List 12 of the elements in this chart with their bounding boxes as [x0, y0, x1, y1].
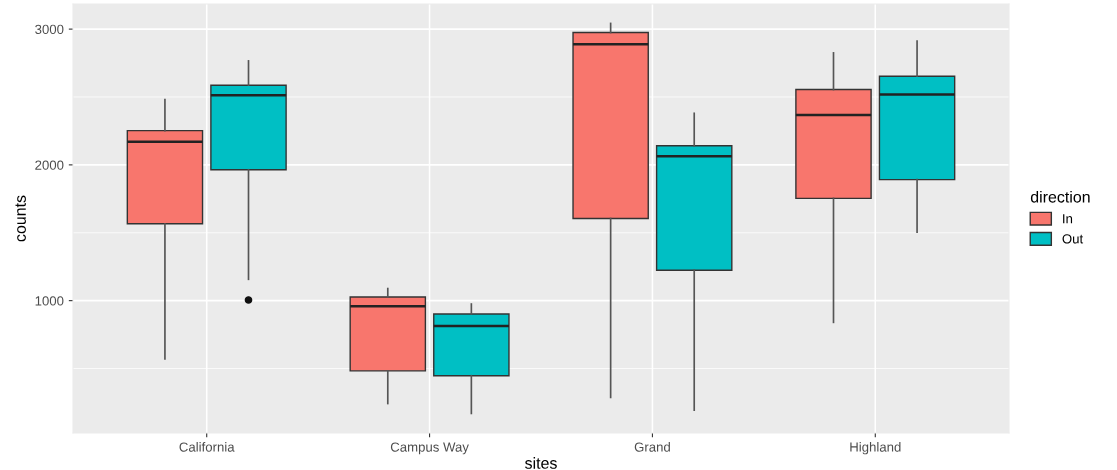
y-tick-label: 3000 [35, 24, 64, 35]
x-tick-label: Campus Way [390, 442, 469, 455]
legend-label: Out [1062, 234, 1084, 244]
legend-title: direction [1030, 190, 1090, 203]
y-tick-label: 2000 [35, 160, 64, 170]
y-axis-title: counts [15, 195, 26, 242]
y-tick-label: 1000 [35, 296, 64, 306]
x-axis-title: sites [525, 457, 557, 469]
x-tick-label: Grand [634, 442, 670, 452]
x-tick-label: Highland [850, 442, 901, 455]
x-tick-label: California [179, 442, 235, 452]
legend-label: In [1063, 214, 1073, 224]
